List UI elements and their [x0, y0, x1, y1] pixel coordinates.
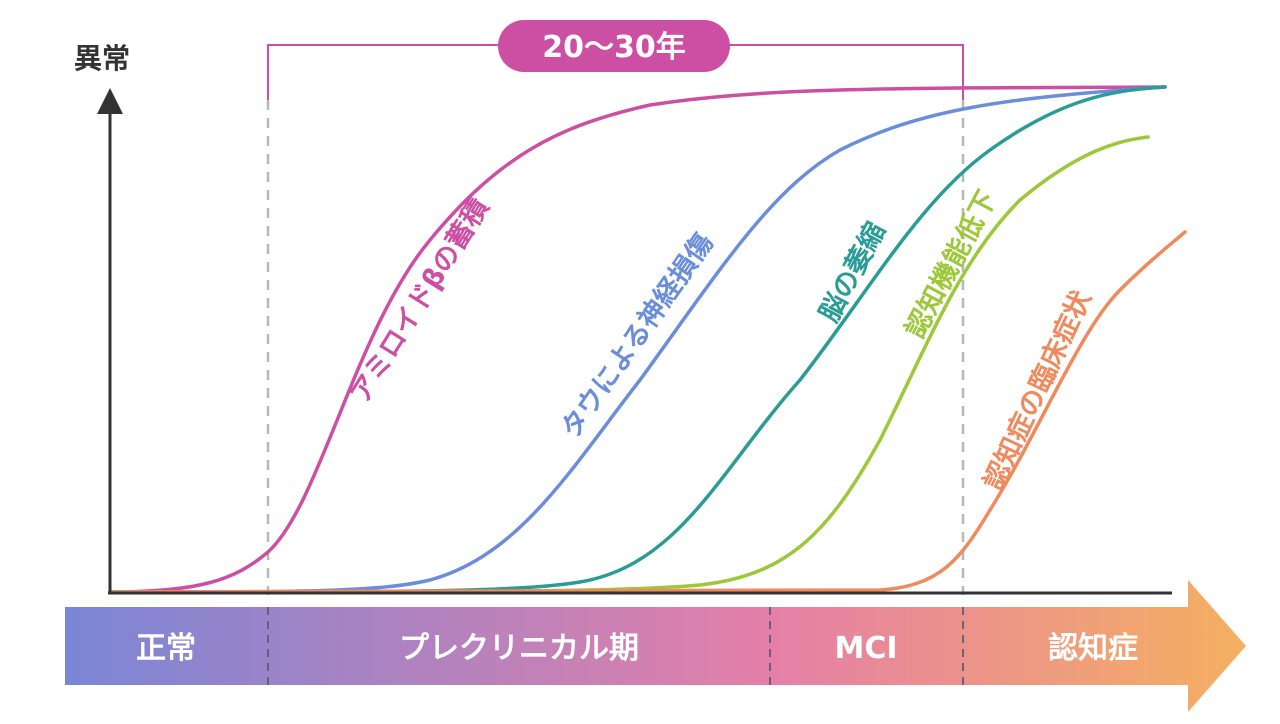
y-axis-arrow-icon — [97, 88, 123, 114]
biomarker-curves — [108, 85, 1187, 594]
curve-label-tau: タウによる神経損傷 — [555, 227, 720, 444]
curve-amyloid — [108, 85, 1167, 594]
stage-preclinical: プレクリニカル期 — [399, 631, 639, 666]
curve-label-cognitive-decline: 認知機能低下 — [899, 185, 1003, 343]
stage-mci: MCI — [834, 631, 897, 666]
curve-label-clinical-symptoms: 認知症の臨床症状 — [977, 285, 1098, 495]
curve-tau — [108, 85, 1167, 594]
y-axis-label: 異常 — [74, 42, 130, 75]
curve-label-amyloid: アミロイドβの蓄積 — [345, 193, 496, 409]
stage-dementia: 認知症 — [1048, 631, 1138, 666]
stage-normal: 正常 — [136, 631, 196, 666]
stage-timeline-arrow — [65, 580, 1246, 712]
period-badge-label: 20〜30年 — [542, 30, 686, 65]
period-badge — [498, 20, 730, 72]
